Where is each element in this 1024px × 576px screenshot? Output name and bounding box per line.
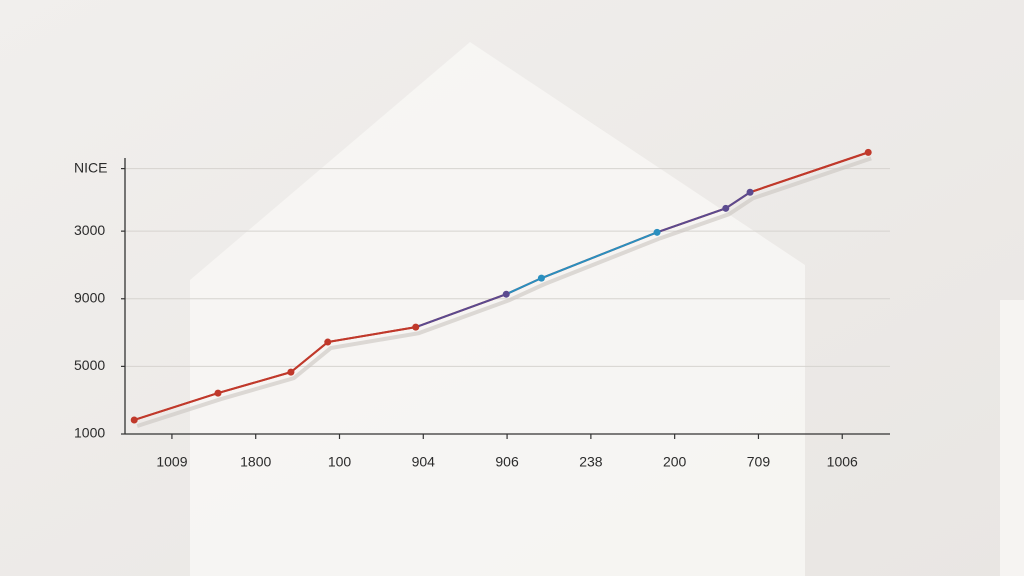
background-shape — [1000, 300, 1024, 576]
y-tick-label: 9000 — [74, 289, 105, 305]
x-tick-label: 100 — [328, 454, 352, 470]
point — [537, 274, 545, 282]
point — [130, 416, 138, 424]
point — [502, 290, 510, 298]
point — [653, 228, 661, 236]
y-tick-label: 3000 — [74, 222, 105, 238]
x-tick-label: 906 — [495, 454, 519, 470]
plot-area: 1000 5000 9000 3000 NICE 1009 1800 100 904 906 238… — [74, 148, 890, 470]
y-tick-label: 1000 — [74, 425, 105, 441]
point — [324, 338, 332, 346]
x-tick-label: 238 — [579, 454, 603, 470]
line-segment — [505, 277, 543, 296]
y-tick-label: 5000 — [74, 357, 105, 373]
point — [722, 204, 730, 212]
point — [214, 389, 222, 397]
line-shadow — [136, 156, 872, 428]
line-segment — [414, 293, 508, 329]
x-tick-label: 1006 — [827, 454, 858, 470]
point — [412, 323, 420, 331]
line-segment — [749, 151, 870, 194]
point — [746, 188, 754, 196]
x-tick-label: 1800 — [240, 454, 271, 470]
x-tick-label: 1009 — [156, 454, 187, 470]
line-segment — [724, 191, 752, 210]
line-segment — [217, 371, 292, 395]
line-segment — [289, 341, 329, 374]
line-segment — [656, 207, 727, 234]
x-tick-label: 709 — [747, 454, 771, 470]
line-segment — [326, 326, 417, 344]
point — [864, 148, 872, 156]
point — [287, 368, 295, 376]
y-tick-label: NICE — [74, 159, 107, 175]
line-segment — [540, 231, 659, 280]
x-tick-label: 200 — [663, 454, 687, 470]
background-shape — [190, 42, 805, 576]
x-tick-label: 904 — [412, 454, 436, 470]
line-segment — [133, 392, 220, 421]
